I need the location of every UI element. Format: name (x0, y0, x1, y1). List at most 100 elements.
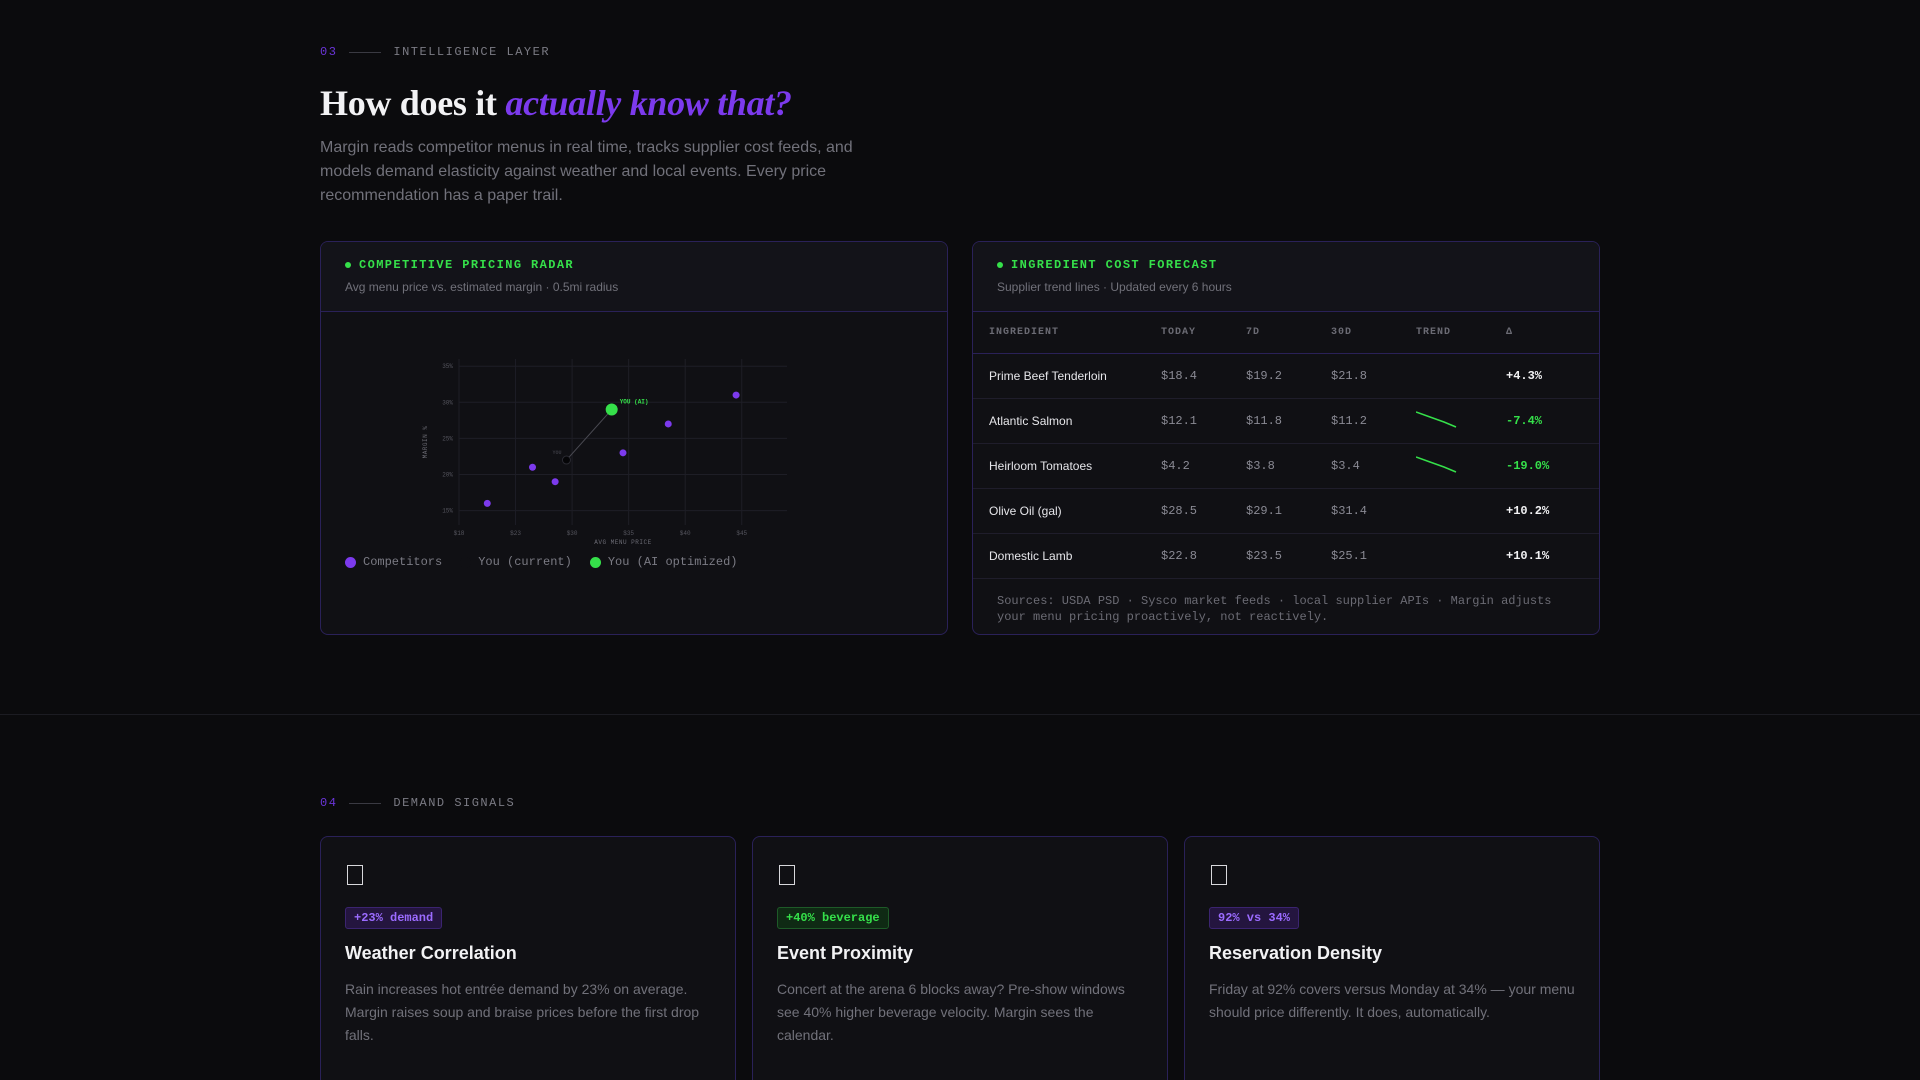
d30-cell: $11.2 (1331, 398, 1416, 444)
delta-cell: +4.3% (1506, 353, 1599, 399)
calendar-icon (1211, 865, 1227, 885)
competitor-point (732, 391, 740, 399)
arena-icon (779, 865, 795, 885)
d30-cell: $31.4 (1331, 488, 1416, 534)
trend-cell (1416, 353, 1506, 399)
rain-icon (347, 865, 363, 885)
ingredient-cell: Prime Beef Tenderloin (973, 353, 1161, 399)
table-row: Domestic Lamb $22.8 $23.5 $25.1 +10.1% (973, 533, 1599, 579)
trend-line (1415, 411, 1457, 428)
legend-swatch (460, 556, 472, 568)
ingredient-cell: Olive Oil (gal) (973, 488, 1161, 534)
competitor-point (551, 478, 559, 486)
legend-label: You (AI optimized) (607, 555, 738, 569)
signal-description: Concert at the arena 6 blocks away? Pre-… (777, 981, 1125, 1043)
card-header: INGREDIENT COST FORECAST Supplier trend … (973, 242, 1599, 312)
forecast-table: INGREDIENT TODAY 7D 30D TREND Δ Prime Be… (973, 312, 1599, 579)
y-tick-label: 15% (442, 508, 453, 515)
section-label: INTELLIGENCE LAYER (393, 45, 551, 59)
signal-title: Event Proximity (777, 943, 914, 963)
sources-note: Sources: USDA PSD · Sysco market feeds ·… (997, 593, 1552, 624)
d7-cell: $11.8 (1246, 398, 1331, 444)
y-axis-label: MARGIN % (422, 426, 429, 459)
section-divider (0, 714, 1920, 715)
section-lede: Margin reads competitor menus in real ti… (320, 139, 853, 204)
competitor-point (529, 463, 537, 471)
y-tick-label: 25% (442, 435, 453, 442)
table-row: Heirloom Tomatoes $4.2 $3.8 $3.4 -19.0% (973, 443, 1599, 489)
trend-down-sparkline (1415, 456, 1457, 473)
card-title-text: COMPETITIVE PRICING RADAR (359, 258, 575, 272)
signal-description: Rain increases hot entrée demand by 23% … (345, 981, 700, 1043)
legend-label: You (current) (478, 555, 572, 569)
today-cell: $12.1 (1161, 398, 1246, 444)
d30-cell: $3.4 (1331, 443, 1416, 489)
cost-forecast-card: INGREDIENT COST FORECAST Supplier trend … (972, 241, 1600, 635)
eyebrow-divider (349, 802, 382, 804)
signal-card-weather: +23% demand Weather Correlation Rain inc… (320, 836, 736, 1080)
section-number: 03 (320, 45, 338, 59)
signal-card-reservation: 92% vs 34% Reservation Density Friday at… (1184, 836, 1600, 1080)
table-row: Olive Oil (gal) $28.5 $29.1 $31.4 +10.2% (973, 488, 1599, 534)
signal-badge: 92% vs 34% (1209, 907, 1300, 929)
legend-item: Competitors (345, 555, 442, 569)
scatter-chart: $18 $23 $30 $35 $40 $45 15% 20% 25% 30% 35% AVG MEN… (321, 313, 947, 553)
trend-line (1415, 456, 1457, 473)
competitor-point (619, 449, 627, 457)
you-ai-label: YOU (AI) (620, 399, 649, 406)
y-tick-label: 30% (442, 399, 453, 406)
legend-label: Competitors (363, 555, 443, 569)
chart-legend: Competitors You (current) You (AI optimize… (345, 555, 737, 569)
card-title-text: INGREDIENT COST FORECAST (1011, 258, 1218, 272)
card-subtitle: Supplier trend lines · Updated every 6 h… (997, 280, 1232, 294)
table-header-row: INGREDIENT TODAY 7D 30D TREND Δ (973, 312, 1599, 354)
today-cell: $4.2 (1161, 443, 1246, 489)
ingredient-cell: Heirloom Tomatoes (973, 443, 1161, 489)
legend-item: You (current) (460, 555, 572, 569)
trend-cell (1416, 533, 1506, 579)
card-header: COMPETITIVE PRICING RADAR Avg menu price… (321, 242, 947, 312)
card-title: COMPETITIVE PRICING RADAR (345, 258, 923, 272)
signal-badge: +40% beverage (777, 907, 889, 929)
x-axis-label: AVG MENU PRICE (594, 539, 651, 546)
col-delta: Δ (1506, 312, 1599, 354)
section-eyebrow-intelligence: 03 INTELLIGENCE LAYER (320, 45, 550, 59)
legend-swatch (345, 556, 356, 568)
scatter-svg: $18 $23 $30 $35 $40 $45 15% 20% 25% 30% 35% AVG MEN… (422, 359, 787, 546)
you-current-point (561, 455, 571, 465)
y-tick-label: 35% (442, 363, 453, 370)
y-tick-label: 20% (442, 471, 453, 478)
optimization-arrow (566, 409, 613, 461)
trend-cell (1415, 398, 1506, 444)
col-today: TODAY (1161, 312, 1246, 354)
today-cell: $22.8 (1161, 533, 1246, 579)
delta-cell: +10.1% (1506, 533, 1599, 579)
trend-cell (1416, 488, 1506, 534)
col-7d: 7D (1246, 312, 1331, 354)
delta-cell: +10.2% (1506, 488, 1599, 534)
x-tick-label: $40 (680, 530, 691, 537)
ingredient-cell: Domestic Lamb (973, 533, 1161, 579)
today-cell: $28.5 (1161, 488, 1246, 534)
x-tick-label: $35 (623, 530, 634, 537)
ingredient-cell: Atlantic Salmon (973, 398, 1161, 444)
section-eyebrow-demand: 04 DEMAND SIGNALS (320, 796, 515, 810)
status-dot-icon (997, 262, 1003, 268)
d30-cell: $25.1 (1331, 533, 1416, 579)
today-cell: $18.4 (1161, 353, 1246, 399)
col-30d: 30D (1331, 312, 1416, 354)
signal-description: Friday at 92% covers versus Monday at 34… (1209, 981, 1575, 1020)
x-tick-label: $45 (736, 530, 747, 537)
section-number: 04 (320, 796, 338, 810)
d7-cell: $29.1 (1246, 488, 1331, 534)
d7-cell: $3.8 (1246, 443, 1331, 489)
headline-plain: How does it (320, 83, 506, 123)
page-title: How does it actually know that? (320, 82, 792, 124)
competitor-point (664, 420, 672, 428)
delta-cell: -19.0% (1506, 443, 1599, 489)
x-tick-label: $30 (567, 530, 578, 537)
trend-cell (1415, 443, 1506, 489)
you-ai-point (605, 403, 618, 416)
you-current-label: YOU (552, 450, 561, 456)
signal-title: Reservation Density (1209, 943, 1383, 963)
